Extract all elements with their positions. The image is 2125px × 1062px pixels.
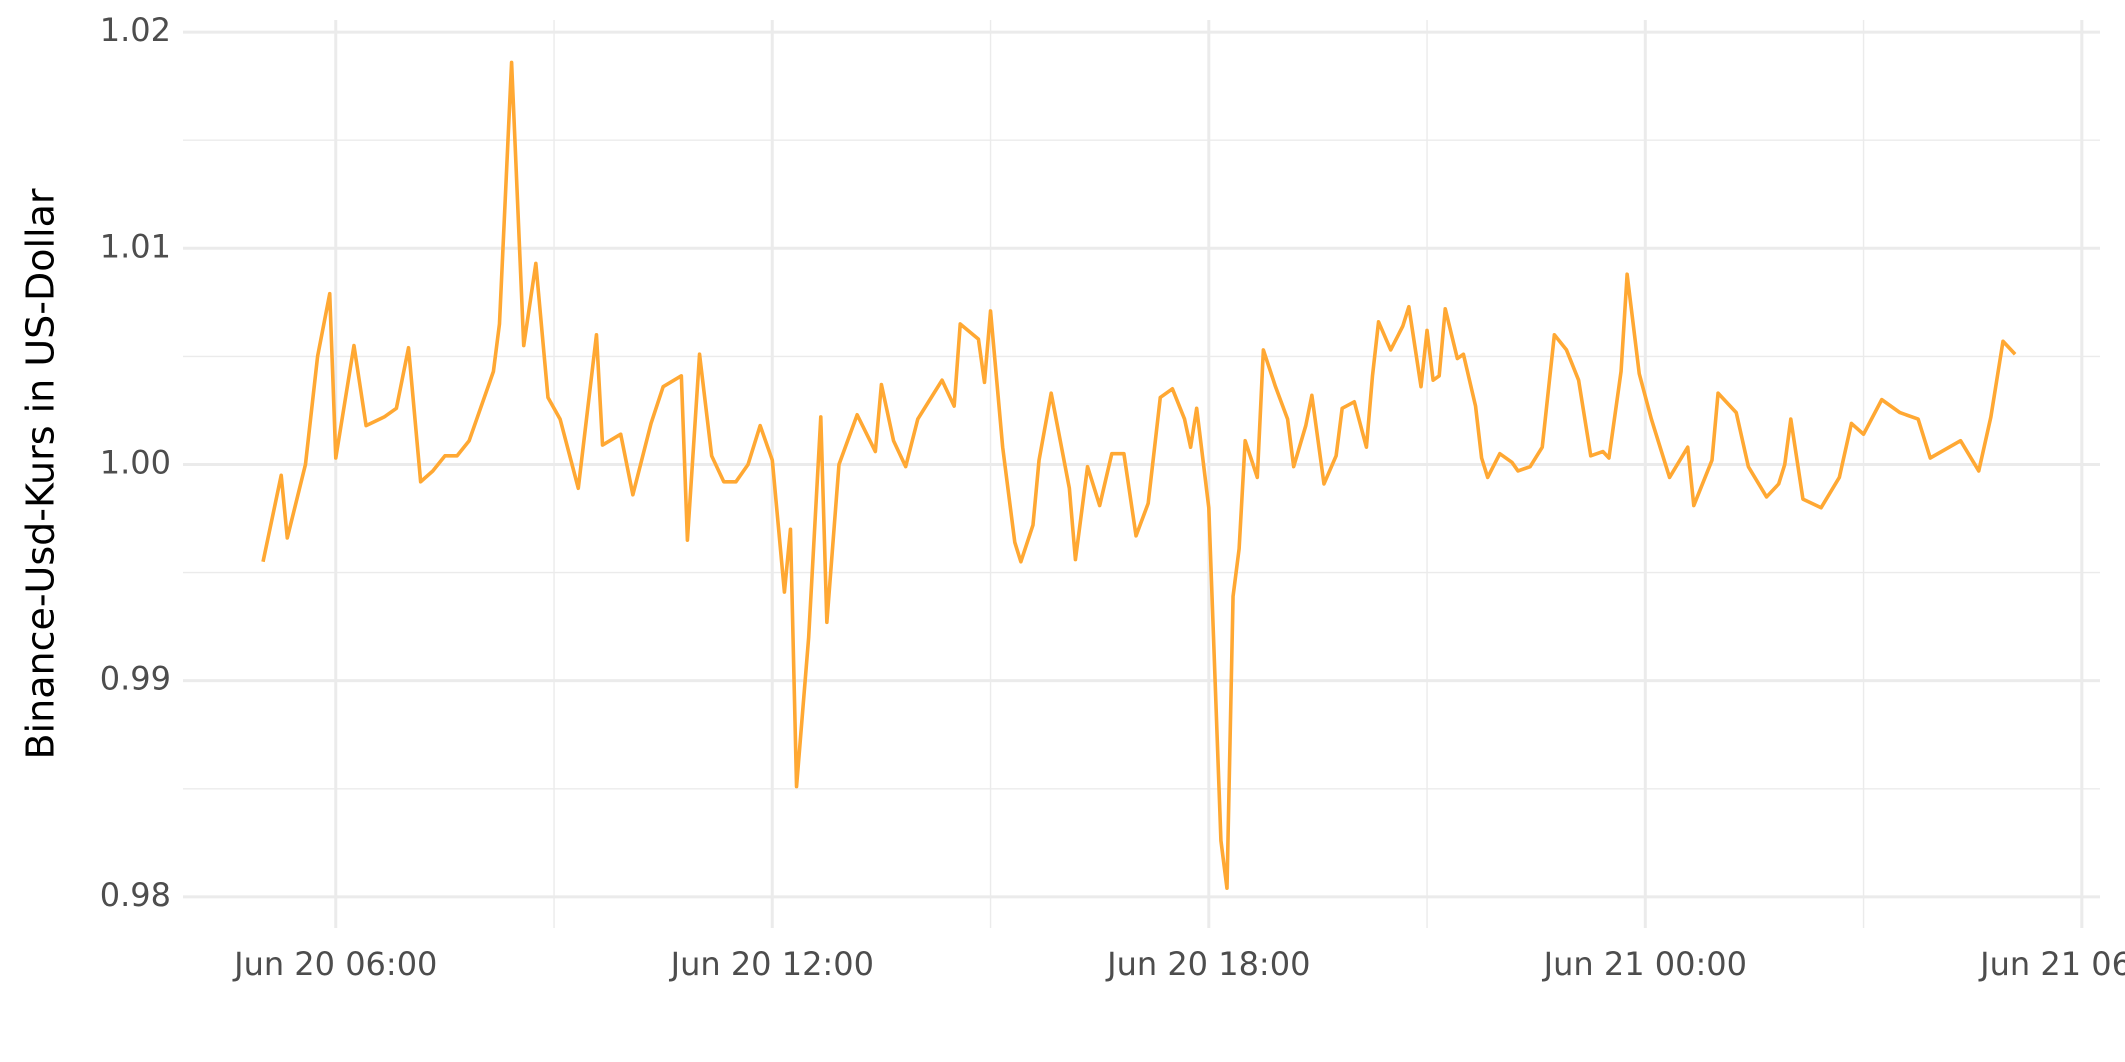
y-tick-label: 0.99 xyxy=(100,660,171,698)
x-tick-label: Jun 20 06:00 xyxy=(232,945,437,983)
x-tick-label: Jun 20 18:00 xyxy=(1105,945,1310,983)
x-tick-label: Jun 21 00:00 xyxy=(1542,945,1747,983)
x-tick-label: Jun 21 06:00 xyxy=(1978,945,2125,983)
y-tick-label: 0.98 xyxy=(100,876,171,914)
x-tick-label: Jun 20 12:00 xyxy=(669,945,874,983)
y-tick-label: 1.01 xyxy=(100,227,171,265)
y-axis-title: Binance-Usd-Kurs in US-Dollar xyxy=(19,188,63,759)
data-line xyxy=(261,60,2017,891)
y-tick-label: 1.00 xyxy=(100,443,171,481)
y-tick-label: 1.02 xyxy=(100,11,171,49)
